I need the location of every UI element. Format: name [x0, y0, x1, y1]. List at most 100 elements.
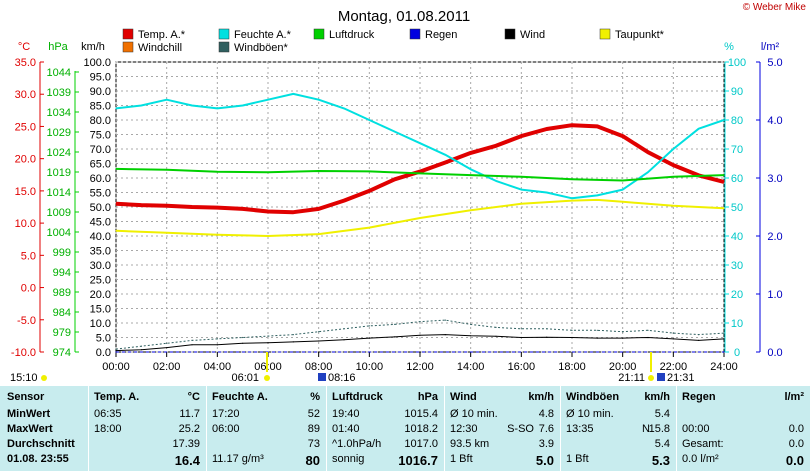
data-point [622, 337, 624, 339]
stats-cell: Gesamt: [682, 438, 724, 450]
data-point [343, 200, 345, 202]
data-point [292, 341, 294, 343]
data-point [216, 344, 218, 346]
data-point [216, 234, 218, 236]
legend-label: Windchill [138, 42, 182, 54]
data-point [647, 171, 649, 173]
data-point [394, 178, 396, 180]
pressure-tick-label: 1034 [47, 107, 71, 119]
stats-cell: 11.7 [179, 408, 200, 420]
data-point [520, 203, 522, 205]
time-tick-label: 16:00 [508, 361, 536, 373]
data-point [419, 217, 421, 219]
data-point [394, 336, 396, 338]
data-point [318, 208, 320, 210]
data-point [723, 332, 725, 334]
time-tick-label: 24:00 [710, 361, 738, 373]
data-point [166, 232, 168, 234]
data-point [723, 119, 725, 121]
stats-cell: sonnig [332, 453, 365, 465]
stats-cell: 5.0 [535, 453, 554, 468]
rain-tick-label: 5.0 [767, 57, 782, 69]
legend-label: Taupunkt* [615, 29, 665, 41]
data-point [596, 199, 598, 201]
data-point [495, 335, 497, 337]
data-point [394, 131, 396, 133]
data-point [622, 331, 624, 333]
wind-tick-label: 75.0 [90, 130, 111, 142]
stats-cell: Windböen [566, 391, 620, 403]
stats-cell: ^1.0hPa/h [332, 438, 382, 450]
pressure-unit-label: hPa [48, 41, 68, 53]
sunrise-label: 06:01 [231, 372, 259, 384]
legend-swatch [504, 28, 516, 40]
legend-label: Luftdruck [329, 29, 375, 41]
wind-tick-label: 40.0 [90, 231, 111, 243]
stats-cell: 89 [307, 423, 320, 435]
stats-cell: 19:40 [332, 408, 360, 420]
data-point [647, 151, 649, 153]
stats-cell: 18:00 [94, 423, 122, 435]
time-tick-label: 12:00 [406, 361, 434, 373]
data-point [368, 227, 370, 229]
data-point [672, 164, 674, 166]
data-point [723, 351, 725, 353]
wind-unit-label: km/h [81, 41, 105, 53]
stats-separator [326, 386, 327, 471]
data-point [571, 197, 573, 199]
data-point [419, 321, 421, 323]
rain-tick-label: 4.0 [767, 115, 782, 127]
stats-cell: 13:35 [566, 423, 594, 435]
data-point [267, 171, 269, 173]
rain-tick-label: 1.0 [767, 289, 782, 301]
rain-tick-label: 3.0 [767, 173, 782, 185]
wind-tick-label: 80.0 [90, 115, 111, 127]
rain-unit-label: l/m² [761, 41, 780, 53]
series-line [115, 198, 725, 237]
data-point [368, 170, 370, 172]
data-point [216, 338, 218, 340]
sun-markers: 15:10 06:01 08:16 21:11 21:31 [10, 352, 695, 384]
data-point [546, 328, 548, 330]
stats-cell: 0.0 [785, 453, 804, 468]
data-point [723, 174, 725, 176]
stats-cell: 17:20 [212, 408, 240, 420]
legend-label: Wind [520, 29, 545, 41]
data-point [318, 99, 320, 101]
data-point [419, 142, 421, 144]
time-left-label: 15:10 [10, 372, 38, 384]
data-point [140, 104, 142, 107]
stats-cell: 73 [307, 438, 320, 450]
stats-cell: 93.5 km [450, 438, 490, 450]
data-point [672, 338, 674, 340]
stats-cell: 0.0 l/m² [682, 453, 719, 465]
data-point [140, 204, 142, 206]
legend-label: Regen [425, 29, 457, 41]
pressure-tick-label: 974 [53, 347, 71, 359]
data-point [115, 203, 117, 205]
humidity-tick-label: 90 [731, 86, 743, 98]
stats-cell: 1018.2 [404, 423, 438, 435]
data-point [191, 104, 193, 107]
sun-icon [648, 375, 654, 381]
stats-cell: Regen [682, 391, 716, 403]
humidity-tick-label: 100 [728, 57, 746, 69]
data-point [520, 176, 522, 178]
stats-separator [676, 386, 677, 471]
data-point [292, 334, 294, 336]
stats-cell: MaxWert [7, 423, 53, 435]
stats-cell: 01.08. 23:55 [7, 453, 69, 465]
pressure-tick-label: 1039 [47, 87, 71, 99]
pressure-tick-label: 1024 [47, 147, 71, 159]
data-point [419, 334, 421, 336]
data-point [166, 347, 168, 349]
data-point [242, 336, 244, 339]
data-point [672, 176, 674, 178]
sunset-label: 21:11 [618, 372, 645, 384]
stats-cell: N [642, 423, 650, 435]
legend-swatch [218, 41, 230, 53]
data-point [444, 319, 446, 321]
data-point [140, 345, 142, 347]
temp-tick-label: 15.0 [15, 186, 36, 198]
time-tick-label: 22:00 [660, 361, 688, 373]
